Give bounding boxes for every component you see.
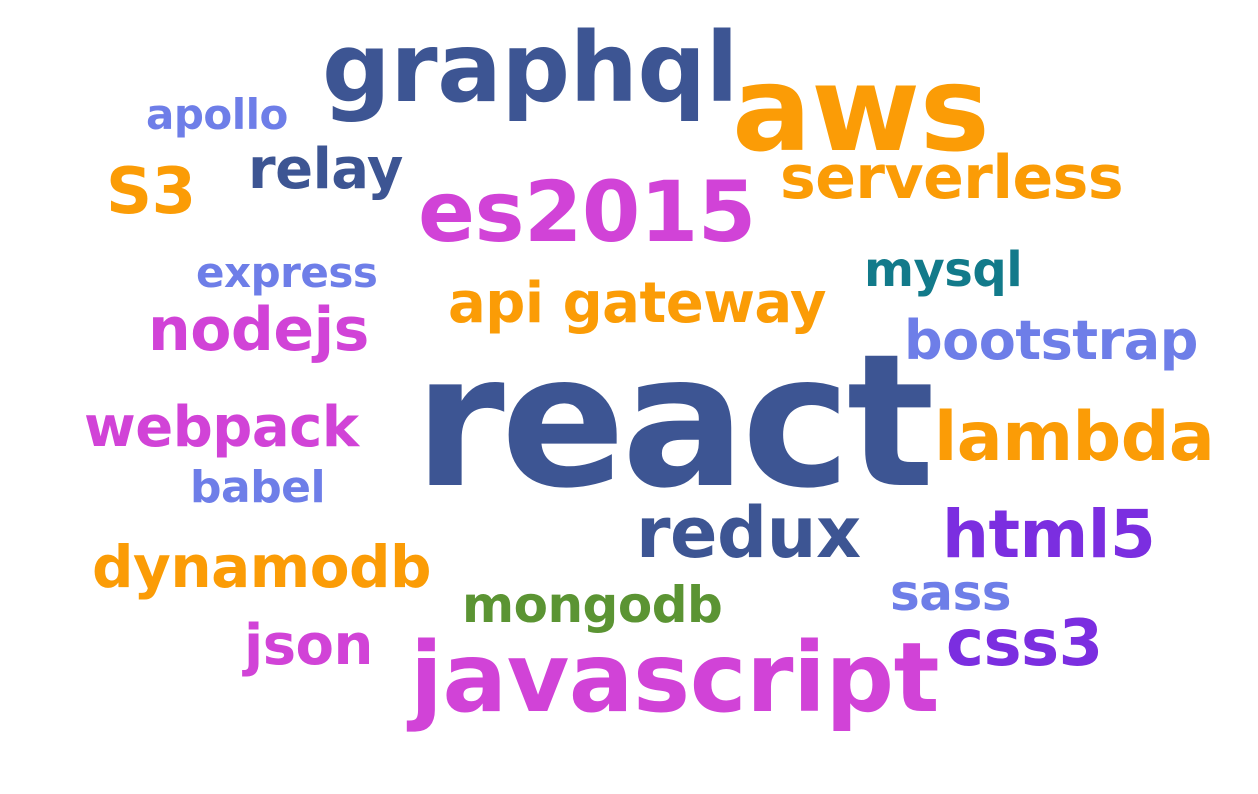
word-relay: relay (248, 137, 403, 202)
word-json: json (244, 613, 373, 678)
word-bootstrap: bootstrap (904, 309, 1198, 372)
word-html5: html5 (942, 496, 1156, 573)
word-apollo: apollo (146, 90, 288, 139)
word-serverless: serverless (780, 143, 1124, 213)
word-sass: sass (890, 564, 1012, 622)
word-s3: S3 (106, 155, 196, 229)
word-react: react (414, 315, 935, 529)
word-mongodb: mongodb (462, 576, 723, 634)
word-css3: css3 (946, 607, 1103, 681)
word-api-gateway: api gateway (448, 271, 827, 336)
word-redux: redux (636, 492, 861, 574)
word-javascript: javascript (410, 622, 939, 734)
word-webpack: webpack (84, 395, 359, 460)
word-dynamodb: dynamodb (92, 533, 432, 601)
word-lambda: lambda (934, 398, 1215, 477)
word-graphql: graphql (322, 12, 739, 124)
word-es2015: es2015 (418, 163, 756, 261)
word-nodejs: nodejs (148, 295, 369, 365)
word-express: express (196, 248, 378, 297)
word-babel: babel (190, 462, 326, 513)
word-mysql: mysql (864, 242, 1023, 298)
word-aws: aws (732, 40, 990, 178)
